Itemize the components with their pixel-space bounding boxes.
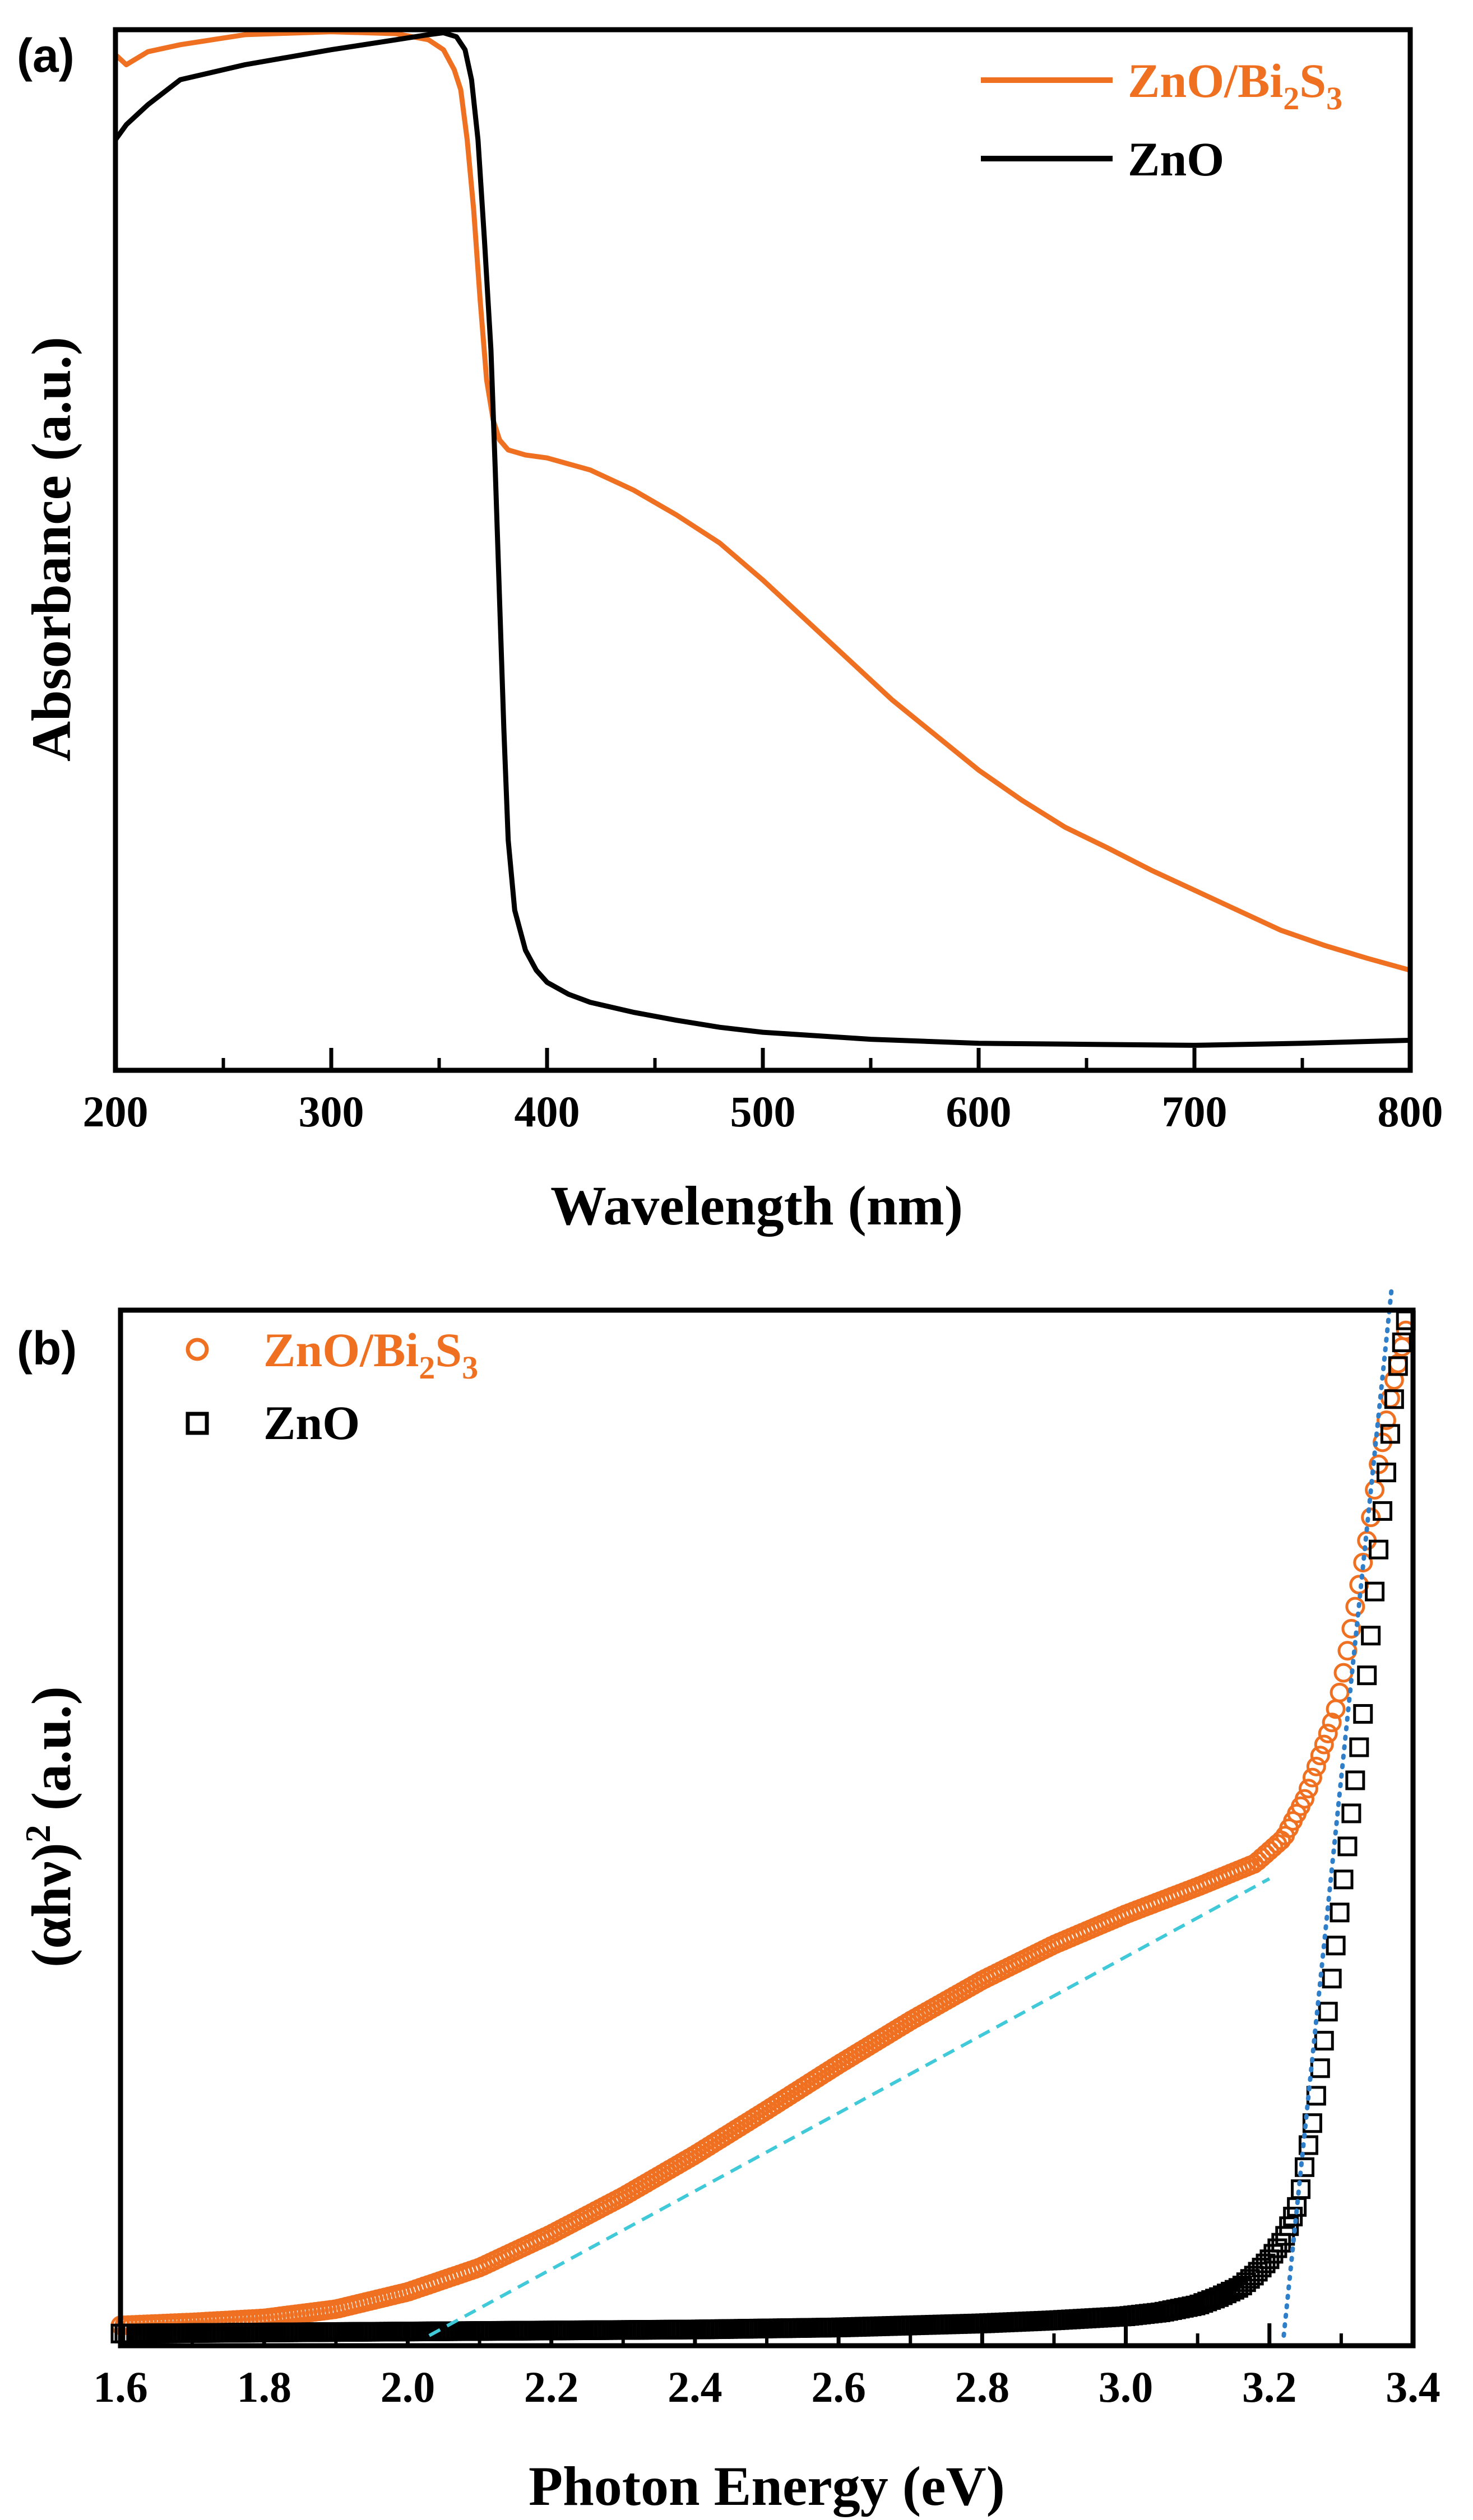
marker-zno <box>1345 1770 1365 1790</box>
marker-zno <box>1376 1463 1396 1483</box>
marker-zno <box>1361 1626 1381 1646</box>
panel-b-x-tick-label: 1.8 <box>237 2363 291 2411</box>
marker-zno-bi2s3 <box>1302 1767 1322 1788</box>
marker-zno <box>1330 1902 1350 1923</box>
panel-b: (b) 1.6 1.8 2.0 2.2 2.4 2.6 2.8 3.0 3.2 3.4 Photo… <box>17 1287 1440 2517</box>
marker-zno <box>1318 2002 1338 2022</box>
marker-zno-bi2s3 <box>1310 1746 1330 1766</box>
marker-zno <box>1392 1332 1412 1352</box>
marker-zno <box>1349 1737 1369 1757</box>
legend-a-label-zno-bi2s3: ZnO/Bi2S3 <box>1128 54 1342 117</box>
legend-b-label-zno-bi2s3: ZnO/Bi2S3 <box>263 1323 478 1386</box>
marker-zno-bi2s3 <box>1318 1723 1338 1743</box>
panel-b-x-tick-label: 3.4 <box>1386 2363 1440 2411</box>
marker-zno <box>1333 1869 1354 1890</box>
panel-a-x-tick-label: 800 <box>1378 1087 1443 1136</box>
marker-zno <box>1314 2031 1334 2051</box>
fit-line-zno-tangent <box>1281 1287 1394 2338</box>
panel-b-y-axis-label: (αhν)2 (a.u.) <box>18 1686 82 1967</box>
marker-zno-bi2s3 <box>1314 1734 1334 1755</box>
panel-b-x-ticks: 1.6 1.8 2.0 2.2 2.4 2.6 2.8 3.0 3.2 3.4 <box>93 2323 1440 2411</box>
panel-b-label: (b) <box>17 1322 77 1375</box>
panel-a-x-tick-label: 500 <box>730 1087 796 1136</box>
series-line-zno <box>113 30 1411 1048</box>
marker-zno <box>1384 1389 1404 1409</box>
marker-zno <box>1388 1356 1408 1376</box>
marker-zno <box>1295 2157 1315 2177</box>
legend-b-marker-zno <box>186 1412 209 1435</box>
panel-a-y-axis-label: Absorbance (a.u.) <box>20 337 82 762</box>
panel-b-x-tick-label: 2.8 <box>955 2363 1010 2411</box>
marker-zno <box>1369 1539 1389 1560</box>
panel-b-plot-area <box>110 1287 1416 2343</box>
panel-b-x-tick-label: 2.4 <box>668 2363 722 2411</box>
marker-zno-bi2s3 <box>1306 1756 1326 1776</box>
marker-zno-bi2s3 <box>1333 1663 1354 1683</box>
marker-zno <box>1365 1581 1385 1602</box>
marker-zno <box>1337 1836 1358 1857</box>
marker-zno-bi2s3 <box>1376 1410 1396 1431</box>
marker-zno-bi2s3 <box>1298 1779 1318 1799</box>
marker-zno <box>1341 1803 1361 1823</box>
marker-zno-bi2s3 <box>1392 1337 1412 1357</box>
panel-b-x-axis-label: Photon Energy (eV) <box>529 2455 1005 2517</box>
panel-a-legend: ZnO/Bi2S3 ZnO <box>981 54 1342 186</box>
marker-zno <box>1302 2113 1322 2133</box>
panel-b-frame <box>118 1307 1416 2349</box>
legend-b-label-zno: ZnO <box>263 1396 360 1450</box>
marker-zno-bi2s3 <box>1295 1789 1315 1809</box>
marker-zno <box>1372 1501 1392 1521</box>
panel-a: (a) 200 300 400 500 600 700 800 Wavelength (nm… <box>17 27 1443 1237</box>
panel-a-x-tick-label: 600 <box>946 1087 1012 1136</box>
panel-b-x-tick-label: 3.0 <box>1099 2363 1154 2411</box>
panel-a-label: (a) <box>17 29 75 82</box>
panel-b-x-tick-label: 3.2 <box>1242 2363 1297 2411</box>
panel-a-x-tick-label: 300 <box>299 1087 364 1136</box>
marker-zno-bi2s3 <box>1330 1682 1350 1702</box>
marker-zno-bi2s3 <box>1345 1597 1365 1617</box>
marker-zno-bi2s3 <box>1365 1480 1385 1500</box>
marker-zno <box>1353 1704 1373 1724</box>
panel-a-x-tick-label: 400 <box>515 1087 580 1136</box>
panel-b-legend: ZnO/Bi2S3 ZnO <box>186 1323 478 1450</box>
marker-zno-bi2s3 <box>1341 1618 1361 1639</box>
marker-zno-bi2s3 <box>1322 1713 1342 1733</box>
panel-b-x-tick-label: 2.6 <box>811 2363 866 2411</box>
fit-line-zno-bi2s3-tangent <box>428 1877 1271 2337</box>
marker-zno <box>1380 1424 1400 1444</box>
legend-b-marker-zno-bi2s3 <box>186 1338 209 1361</box>
panel-a-x-axis-label: Wavelength (nm) <box>550 1175 963 1237</box>
panel-a-x-tick-label: 200 <box>83 1087 149 1136</box>
panel-b-x-tick-label: 2.0 <box>381 2363 436 2411</box>
marker-zno <box>1322 1969 1342 1989</box>
marker-zno-bi2s3 <box>1353 1553 1373 1573</box>
marker-zno <box>1310 2058 1330 2078</box>
panel-b-x-tick-label: 1.6 <box>93 2363 148 2411</box>
marker-zno <box>1298 2135 1318 2155</box>
legend-a-label-zno: ZnO <box>1128 132 1224 186</box>
marker-zno <box>1326 1936 1346 1956</box>
marker-zno <box>1357 1665 1377 1686</box>
panel-a-x-ticks: 200 300 400 500 600 700 800 <box>83 1048 1443 1136</box>
panel-b-x-tick-label: 2.2 <box>524 2363 579 2411</box>
panel-a-plot-area <box>113 29 1411 1048</box>
panel-a-x-tick-label: 700 <box>1162 1087 1228 1136</box>
